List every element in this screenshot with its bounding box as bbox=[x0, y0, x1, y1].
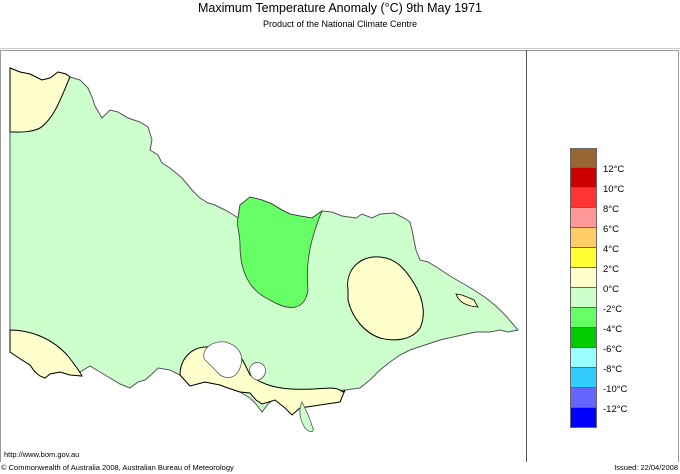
legend-label: -6°C bbox=[603, 344, 623, 355]
legend-label: -4°C bbox=[603, 324, 623, 335]
legend-label: 6°C bbox=[603, 224, 619, 235]
legend-label: 8°C bbox=[603, 204, 619, 215]
cool-anomaly-central bbox=[237, 196, 323, 308]
legend-label: 12°C bbox=[603, 164, 625, 175]
issued-date: Issued: 22/04/2008 bbox=[614, 463, 678, 472]
wilsons-promontory bbox=[299, 401, 314, 432]
legend-swatch bbox=[570, 328, 597, 348]
legend-swatch bbox=[570, 348, 597, 368]
legend-label: -2°C bbox=[603, 304, 623, 315]
copyright-text: © Commonwealth of Australia 2008, Austra… bbox=[1, 463, 234, 472]
legend-swatch bbox=[570, 308, 597, 328]
legend-label: 4°C bbox=[603, 244, 619, 255]
frame-rule bbox=[0, 48, 680, 49]
warm-anomaly-east bbox=[347, 256, 424, 341]
legend-label: -10°C bbox=[603, 384, 628, 395]
legend-swatch bbox=[570, 168, 597, 188]
legend-swatch bbox=[570, 148, 597, 168]
map-frame bbox=[0, 50, 679, 462]
legend-swatch bbox=[570, 228, 597, 248]
map-title: Maximum Temperature Anomaly (°C) 9th May… bbox=[197, 1, 483, 15]
victoria-anomaly-map bbox=[9, 67, 519, 432]
legend-label: 0°C bbox=[603, 284, 619, 295]
bom-url-link[interactable]: http://www.bom.gov.au bbox=[4, 450, 80, 459]
legend-swatch bbox=[570, 368, 597, 388]
legend-swatch bbox=[570, 188, 597, 208]
western-port-bay bbox=[249, 362, 266, 381]
legend-swatch bbox=[570, 388, 597, 408]
warm-anomaly-east-coast bbox=[455, 293, 479, 308]
legend-label: -8°C bbox=[603, 364, 623, 375]
legend-swatch bbox=[570, 408, 597, 428]
legend-swatch bbox=[570, 248, 597, 268]
map-subtitle: Product of the National Climate Centre bbox=[262, 19, 418, 29]
port-phillip-bay bbox=[203, 341, 242, 379]
warm-anomaly-southwest bbox=[9, 329, 83, 379]
legend-swatch bbox=[570, 208, 597, 228]
legend-divider bbox=[526, 50, 527, 462]
legend-label: 2°C bbox=[603, 264, 619, 275]
legend-label: 10°C bbox=[603, 184, 625, 195]
warm-anomaly-northwest bbox=[9, 67, 71, 133]
legend-swatch bbox=[570, 268, 597, 288]
legend-swatch bbox=[570, 288, 597, 308]
legend-label: -12°C bbox=[603, 404, 628, 415]
